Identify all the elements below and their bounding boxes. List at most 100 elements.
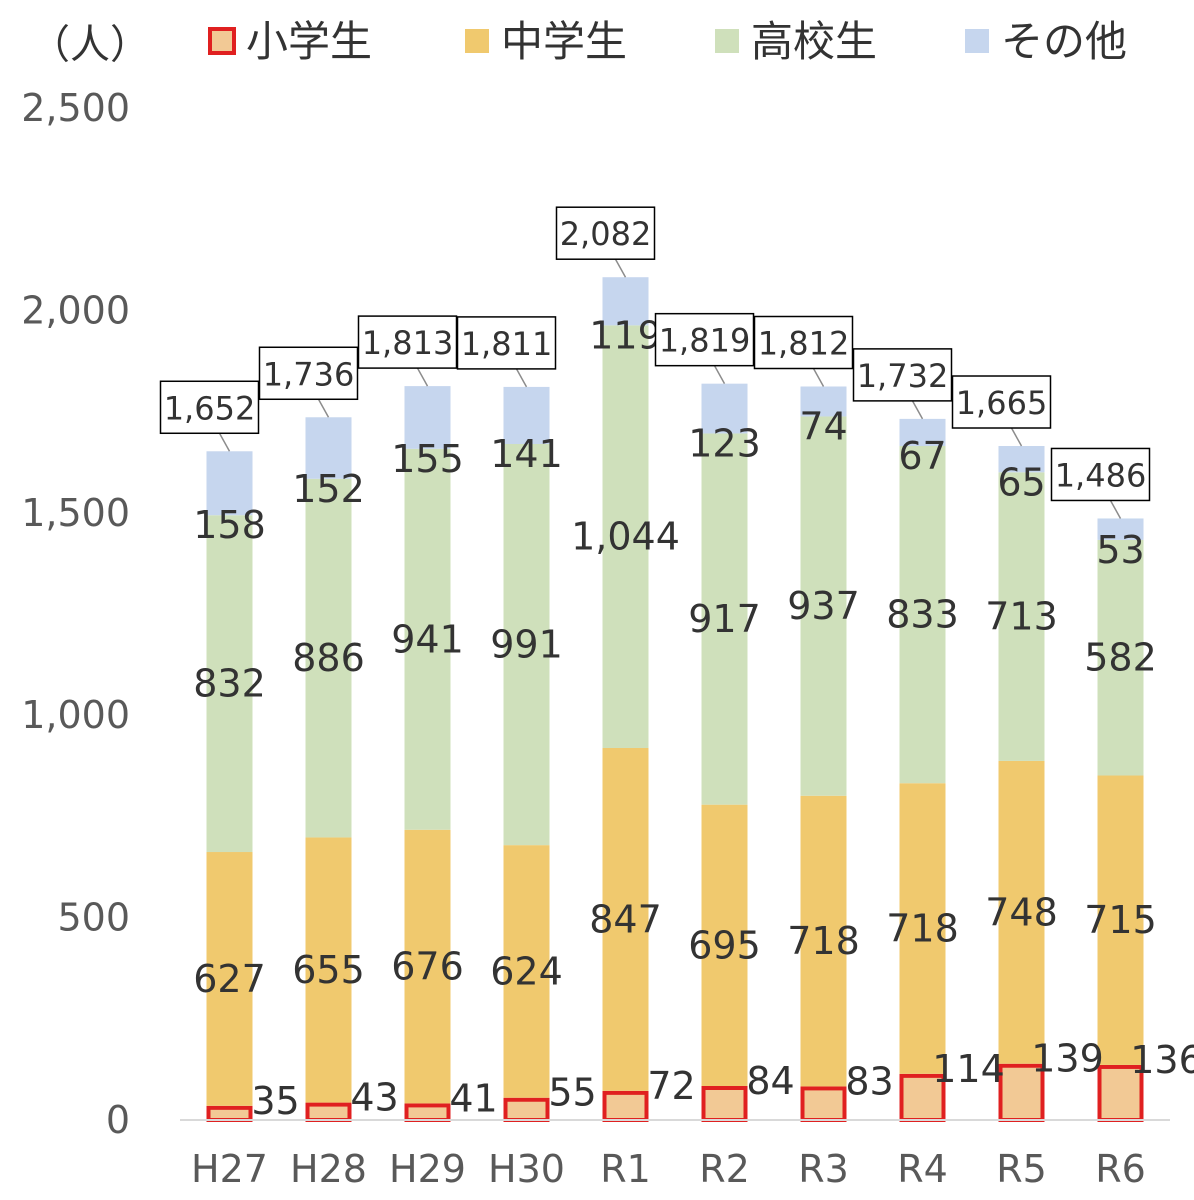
total-label: 1,652: [164, 389, 256, 427]
total-callout-box: [852, 348, 953, 402]
total-label: 1,813: [362, 324, 454, 362]
bar-R1-series-2: [602, 747, 649, 1091]
total-label: 1,665: [956, 384, 1048, 422]
data-label: 1,044: [571, 515, 680, 559]
bar-H30-series-1: [503, 1097, 550, 1122]
x-tick-label: H27: [191, 1147, 268, 1191]
bar-R6-series-2: [1097, 775, 1144, 1065]
total-leader-line: [911, 400, 924, 420]
data-label: 627: [193, 957, 266, 1001]
total-callout-box: [951, 375, 1052, 429]
total-leader-line: [713, 365, 726, 385]
bar-R4-series-2: [899, 783, 946, 1074]
data-label: 55: [548, 1071, 596, 1115]
bar-R5-series-3: [998, 472, 1045, 761]
total-leader-line: [416, 367, 429, 387]
data-label: 158: [193, 503, 266, 547]
data-label: 847: [589, 897, 662, 941]
bar-R2-series-2: [701, 804, 748, 1086]
data-label: 718: [886, 907, 959, 951]
bars: [206, 277, 1144, 1123]
data-label: 53: [1096, 528, 1144, 572]
data-label: 119: [589, 313, 662, 357]
bar-R6-series-4: [1097, 518, 1144, 540]
total-label: 1,811: [461, 325, 553, 363]
total-leader-line: [218, 432, 231, 452]
total-label: 1,819: [659, 322, 751, 360]
bar-R3-series-1: [800, 1086, 847, 1123]
data-label: 676: [391, 945, 464, 989]
total-callout-box: [258, 346, 359, 401]
data-labels: 35 627 832 158 1,652 43 655 886 152 1,736 41 676 941…: [159, 206, 1194, 1123]
legend-label-2: 中学生: [501, 17, 627, 66]
total-leader-line: [614, 258, 627, 278]
total-label: 2,082: [560, 215, 652, 253]
total-leader-line: [1109, 500, 1122, 519]
x-tick-label: R2: [699, 1147, 750, 1191]
legend-label-4: その他: [1001, 17, 1127, 66]
bar-R4-series-3: [899, 446, 946, 784]
bar-R3-series-4: [800, 386, 847, 417]
total-callout-box: [159, 380, 260, 435]
data-label: 718: [787, 919, 860, 963]
bar-H27-series-3: [206, 515, 253, 853]
data-label: 155: [391, 437, 464, 481]
data-label: 35: [251, 1079, 299, 1123]
bar-R2-series-1: [701, 1085, 748, 1123]
data-label: 65: [997, 460, 1045, 504]
data-label: 937: [787, 584, 860, 628]
bar-H28-series-3: [305, 478, 352, 838]
bar-H27-series-2: [206, 852, 253, 1106]
x-tick-label: R4: [897, 1147, 948, 1191]
x-tick-label: R1: [600, 1147, 651, 1191]
data-label: 832: [193, 662, 266, 706]
bar-R2-series-4: [701, 383, 748, 434]
total-callout-box: [456, 316, 557, 370]
total-callout-box: [1050, 447, 1151, 502]
x-axis: H27 H28 H29 H30 R1 R2 R3 R4 R5 R6: [180, 1119, 1170, 1191]
y-tick-label: 1,000: [21, 693, 130, 737]
total-callout-box: [654, 312, 755, 367]
bar-R6-series-3: [1097, 539, 1144, 776]
bar-H29-series-1: [404, 1103, 451, 1122]
data-label: 941: [391, 617, 464, 661]
data-label: 67: [898, 434, 946, 478]
data-label: 833: [886, 593, 959, 637]
data-label: 695: [688, 923, 761, 967]
bar-R3-series-3: [800, 416, 847, 796]
data-label: 72: [647, 1064, 695, 1108]
total-callout-box: [357, 315, 458, 369]
data-label: 84: [746, 1059, 794, 1103]
data-label: 582: [1084, 636, 1157, 680]
legend-swatch-4: [965, 29, 989, 53]
bar-H30-series-2: [503, 845, 550, 1098]
legend-label-1: 小学生: [246, 17, 372, 66]
y-tick-label: 0: [106, 1098, 130, 1142]
data-label: 152: [292, 467, 365, 511]
data-label: 74: [799, 404, 847, 448]
total-label: 1,812: [758, 325, 850, 363]
bar-H27-series-1: [206, 1105, 253, 1123]
data-label: 136: [1130, 1038, 1194, 1082]
x-tick-label: H28: [290, 1147, 367, 1191]
bar-R1-series-1: [602, 1090, 649, 1122]
total-leader-line: [1010, 427, 1023, 447]
bar-R1-series-3: [602, 325, 649, 748]
total-label: 1,732: [857, 357, 949, 395]
y-tick-label: 1,500: [21, 491, 130, 535]
total-leader-line: [812, 368, 825, 387]
bar-R5-series-1: [998, 1063, 1045, 1122]
total-label: 1,486: [1055, 456, 1147, 494]
legend-swatch-1: [208, 27, 236, 55]
total-leader-line: [317, 398, 330, 418]
total-leader-line: [515, 368, 528, 388]
bar-R1-series-4: [602, 277, 649, 326]
legend: 小学生 中学生 高校生 その他: [208, 17, 1127, 66]
legend-swatch-3: [715, 29, 739, 53]
y-tick-label: 2,500: [21, 86, 130, 130]
legend-swatch-2: [465, 29, 489, 53]
y-axis: 0 500 1,000 1,500 2,000 2,500: [21, 86, 130, 1142]
data-label: 886: [292, 636, 365, 680]
data-label: 715: [1084, 898, 1157, 942]
